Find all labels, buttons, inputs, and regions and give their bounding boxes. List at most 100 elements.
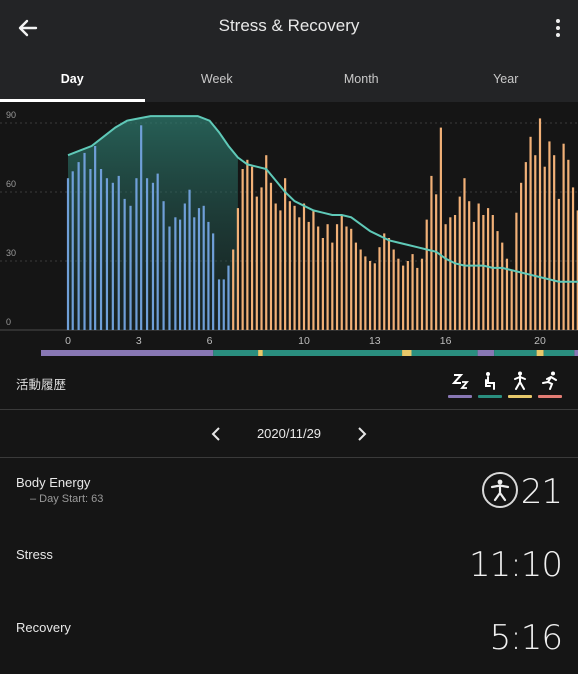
back-button[interactable] — [14, 14, 42, 42]
body-energy-value: 21 — [520, 472, 563, 512]
stress-bar — [350, 228, 353, 330]
body-energy-row[interactable]: Body Energy – Day Start: 63 21 — [0, 462, 578, 524]
stress-bar — [111, 182, 114, 330]
stress-bar — [557, 198, 560, 330]
stress-bar — [222, 279, 225, 330]
stress-bar — [123, 198, 126, 330]
stress-bar — [553, 155, 556, 330]
period-tabs: Day Week Month Year — [0, 62, 578, 102]
stress-duration: 11:10 — [469, 545, 563, 585]
stress-bar — [174, 217, 177, 330]
x-tick-label: 3 — [136, 335, 142, 347]
stress-bar — [156, 173, 159, 330]
previous-day-button[interactable] — [206, 424, 226, 444]
next-day-button[interactable] — [352, 424, 372, 444]
stress-bar — [312, 210, 315, 330]
activity-segment — [536, 350, 544, 356]
stress-bar — [420, 258, 424, 330]
stress-bar — [135, 178, 138, 330]
x-tick-label: 6 — [207, 335, 213, 347]
stress-bar — [335, 224, 339, 330]
activity-legend: 活動履歴 — [0, 362, 578, 408]
stress-bar — [406, 261, 409, 330]
legend-active — [508, 370, 532, 398]
stress-bar — [117, 175, 120, 330]
stress-bar — [373, 263, 376, 330]
stress-bar — [538, 118, 542, 331]
stress-bar — [317, 226, 320, 330]
stress-bar — [453, 215, 457, 330]
tab-week[interactable]: Week — [200, 72, 233, 86]
stress-bar — [307, 221, 310, 330]
more-menu-button[interactable] — [552, 16, 564, 40]
stress-bar — [250, 166, 254, 330]
stress-bar — [77, 162, 80, 330]
stress-bar — [207, 221, 210, 330]
stress-bar — [383, 233, 386, 330]
stress-bar — [202, 205, 205, 330]
stress-bar — [321, 238, 324, 330]
recovery-duration: 5:16 — [489, 618, 563, 658]
x-tick-label: 0 — [65, 335, 71, 347]
legend-sleep — [448, 370, 472, 398]
tab-day[interactable]: Day — [0, 62, 145, 102]
tab-year[interactable]: Year — [493, 72, 519, 86]
stress-bar — [496, 231, 499, 330]
stress-bar — [359, 249, 362, 330]
more-vertical-icon — [556, 19, 560, 37]
stress-bar — [260, 187, 263, 330]
x-tick-label: 10 — [298, 335, 310, 347]
stress-bar — [193, 217, 196, 330]
stress-bar — [529, 136, 532, 330]
stress-bar — [288, 201, 291, 330]
legend-rest — [478, 370, 502, 398]
stress-bar — [543, 166, 546, 330]
y-tick-label: 30 — [6, 248, 16, 258]
stress-bar — [482, 215, 485, 330]
stress-bar — [425, 219, 428, 330]
stress-bar — [571, 187, 575, 330]
day-start-value: – Day Start: 63 — [30, 493, 104, 505]
stress-bar — [340, 215, 343, 330]
stress-bar — [284, 178, 287, 330]
stress-bar — [444, 224, 447, 330]
stress-bar — [151, 182, 155, 330]
stress-bar — [298, 217, 301, 330]
body-energy-label: Body Energy — [16, 475, 91, 490]
stress-bar — [246, 159, 249, 330]
stress-row[interactable]: Stress 11:10 — [0, 535, 578, 595]
stress-bar — [140, 125, 143, 330]
stress-bar — [212, 233, 215, 330]
stress-bar — [430, 175, 433, 330]
stress-bar — [168, 226, 171, 330]
stress-bar — [562, 143, 565, 330]
stress-bar — [576, 210, 578, 330]
stress-bar — [129, 205, 132, 330]
recovery-row[interactable]: Recovery 5:16 — [0, 608, 578, 668]
stress-bar — [145, 178, 149, 330]
stress-bar — [326, 224, 329, 330]
sleep-zz-icon — [451, 374, 469, 389]
recovery-label: Recovery — [16, 620, 71, 635]
stress-bar — [241, 169, 244, 330]
activity-segment — [543, 350, 575, 356]
walking-icon — [514, 371, 526, 390]
activity-segment — [262, 350, 403, 356]
stress-bar — [105, 178, 109, 330]
stress-bar — [274, 203, 277, 330]
stress-bar — [477, 203, 480, 330]
stress-bar — [265, 155, 268, 330]
y-tick-label: 90 — [6, 110, 16, 120]
stress-bar — [232, 249, 235, 330]
activity-segment — [494, 350, 537, 356]
tab-month[interactable]: Month — [343, 72, 379, 86]
stress-bar — [227, 265, 230, 330]
stress-bar — [416, 267, 419, 330]
stress-bar — [188, 189, 191, 330]
divider — [0, 457, 578, 458]
stress-bar — [567, 159, 570, 330]
x-tick-label: 13 — [369, 335, 381, 347]
stress-bar — [197, 208, 201, 330]
sitting-icon — [485, 372, 495, 390]
